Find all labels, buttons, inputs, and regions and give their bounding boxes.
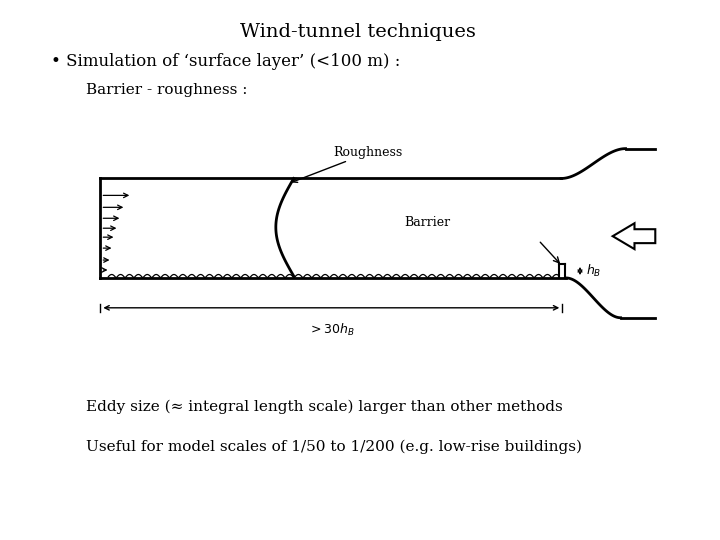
Text: Wind-tunnel techniques: Wind-tunnel techniques [240,23,476,41]
Text: $h_B$: $h_B$ [586,263,601,279]
Text: Useful for model scales of 1/50 to 1/200 (e.g. low-rise buildings): Useful for model scales of 1/50 to 1/200… [86,439,582,454]
Text: Barrier: Barrier [405,216,451,229]
Text: $>30h_B$: $>30h_B$ [308,322,355,338]
Text: Eddy size (≈ integral length scale) larger than other methods: Eddy size (≈ integral length scale) larg… [86,400,562,414]
Text: Roughness: Roughness [333,146,402,159]
FancyArrow shape [613,223,655,249]
Text: Barrier - roughness :: Barrier - roughness : [86,83,247,97]
Text: • Simulation of ‘surface layer’ (<100 m) :: • Simulation of ‘surface layer’ (<100 m)… [51,53,400,70]
